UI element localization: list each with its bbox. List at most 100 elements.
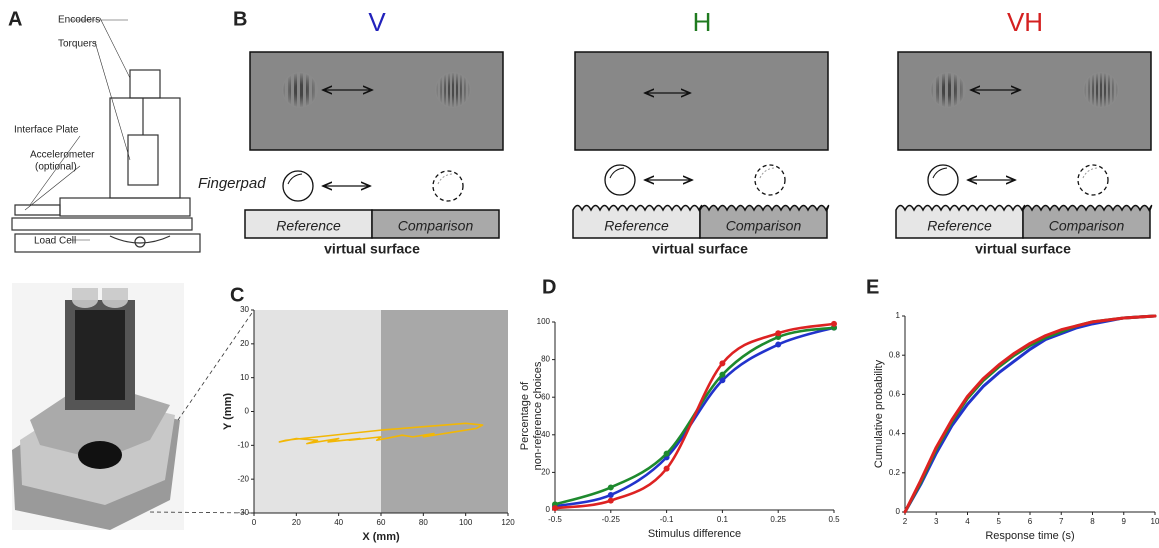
part-label: Encoders — [58, 15, 100, 26]
point — [775, 341, 782, 348]
x-axis-label: X (mm) — [362, 531, 400, 543]
point — [607, 497, 614, 504]
y-tick-label: 80 — [541, 355, 550, 364]
x-tick-label: 80 — [419, 518, 428, 527]
y-axis-label: Y (mm) — [222, 393, 234, 430]
y-tick-label: 0.8 — [889, 350, 901, 359]
y-tick-label: 60 — [541, 392, 550, 401]
y-tick-label: 10 — [240, 373, 249, 382]
comparison-surface — [1022, 204, 1153, 239]
point — [831, 320, 837, 327]
comparison-surface — [699, 204, 830, 239]
target-arc — [437, 173, 453, 185]
target-position — [754, 164, 786, 196]
y-tick-label: 1 — [896, 311, 901, 320]
y-tick-label: 100 — [537, 317, 551, 326]
target-arc — [1082, 167, 1098, 179]
surface-label: virtual surface — [652, 241, 748, 257]
fingerpad — [282, 170, 314, 202]
comparison-label: Comparison — [726, 218, 802, 234]
x-tick-label: 6 — [1028, 517, 1033, 526]
y-tick-label: -30 — [237, 508, 249, 517]
grating-fade — [282, 72, 318, 108]
y-tick-label: 20 — [240, 339, 249, 348]
point — [719, 360, 726, 367]
grating-fade — [435, 72, 471, 108]
reference-label: Reference — [604, 218, 669, 234]
fingerpad-label: Fingerpad — [198, 175, 266, 192]
x-tick-label: -0.25 — [602, 515, 621, 524]
y-tick-label: 30 — [240, 305, 249, 314]
target-position — [432, 170, 464, 202]
x-axis-label: Stimulus difference — [648, 528, 741, 540]
comparison-label: Comparison — [1049, 218, 1125, 234]
y-tick-label: -20 — [237, 474, 249, 483]
reference-label: Reference — [927, 218, 992, 234]
fingerpad-arc — [609, 167, 625, 179]
y-tick-label: 0.2 — [889, 468, 901, 477]
series-line — [553, 322, 836, 510]
zoom-lines — [149, 309, 255, 514]
condition-title: VH — [1007, 7, 1043, 37]
device-photo — [12, 283, 184, 530]
comparison-surface — [371, 209, 500, 239]
series-line — [903, 314, 1157, 514]
panel-label: D — [542, 276, 556, 298]
series-line — [903, 314, 1157, 514]
point — [663, 450, 670, 457]
x-tick-label: 10 — [1151, 517, 1159, 526]
y-axis-label: Cumulative probability — [873, 359, 885, 468]
point — [719, 377, 726, 384]
x-tick-label: 0.25 — [770, 515, 786, 524]
point — [775, 330, 782, 337]
panel-label: C — [230, 284, 244, 306]
reference-region — [254, 310, 381, 513]
point — [719, 371, 726, 378]
x-tick-label: 8 — [1090, 517, 1095, 526]
x-tick-label: 9 — [1122, 517, 1127, 526]
comparison-region — [381, 310, 508, 513]
fingerpad — [604, 164, 636, 196]
x-tick-label: 0.1 — [717, 515, 729, 524]
grating-fade — [1083, 72, 1119, 108]
y-tick-label: 0 — [546, 505, 551, 514]
point — [663, 465, 670, 472]
y-tick-label: 0.6 — [889, 390, 901, 399]
x-tick-label: 0.5 — [828, 515, 840, 524]
part-leaders — [24, 17, 131, 241]
y-axis-label: non-reference choices — [532, 361, 544, 470]
x-tick-label: 2 — [903, 517, 908, 526]
condition-title: V — [368, 7, 386, 37]
x-tick-label: 60 — [377, 518, 386, 527]
panel-label: A — [8, 8, 22, 30]
y-axis-label: Percentage of — [519, 381, 531, 450]
fingerpad-arc — [287, 173, 303, 185]
part-label: Accelerometer — [30, 150, 95, 161]
part-label: Torquers — [58, 39, 97, 50]
comparison-label: Comparison — [398, 218, 474, 234]
condition-title: H — [693, 7, 712, 37]
x-tick-label: -0.1 — [660, 515, 674, 524]
point — [552, 505, 558, 512]
point — [607, 491, 614, 498]
y-tick-label: -10 — [237, 440, 249, 449]
part-label: Interface Plate — [14, 125, 79, 136]
reference-surface — [572, 204, 703, 239]
x-tick-label: 0 — [252, 518, 257, 527]
series-line — [903, 314, 1157, 514]
panel-label: B — [233, 8, 247, 30]
fingerpad — [927, 164, 959, 196]
x-tick-label: 4 — [965, 517, 970, 526]
device-drawing — [11, 19, 201, 253]
surface-label: virtual surface — [324, 241, 420, 257]
x-tick-label: 40 — [334, 518, 343, 527]
panel-label: E — [866, 276, 879, 298]
y-tick-label: 0.4 — [889, 429, 901, 438]
part-label: (optional) — [35, 162, 77, 173]
y-tick-label: 20 — [541, 468, 550, 477]
fingerpad-arc — [932, 167, 948, 179]
target-arc — [759, 167, 775, 179]
reference-surface — [895, 204, 1026, 239]
y-tick-label: 0 — [245, 407, 250, 416]
grating-fade — [930, 72, 966, 108]
